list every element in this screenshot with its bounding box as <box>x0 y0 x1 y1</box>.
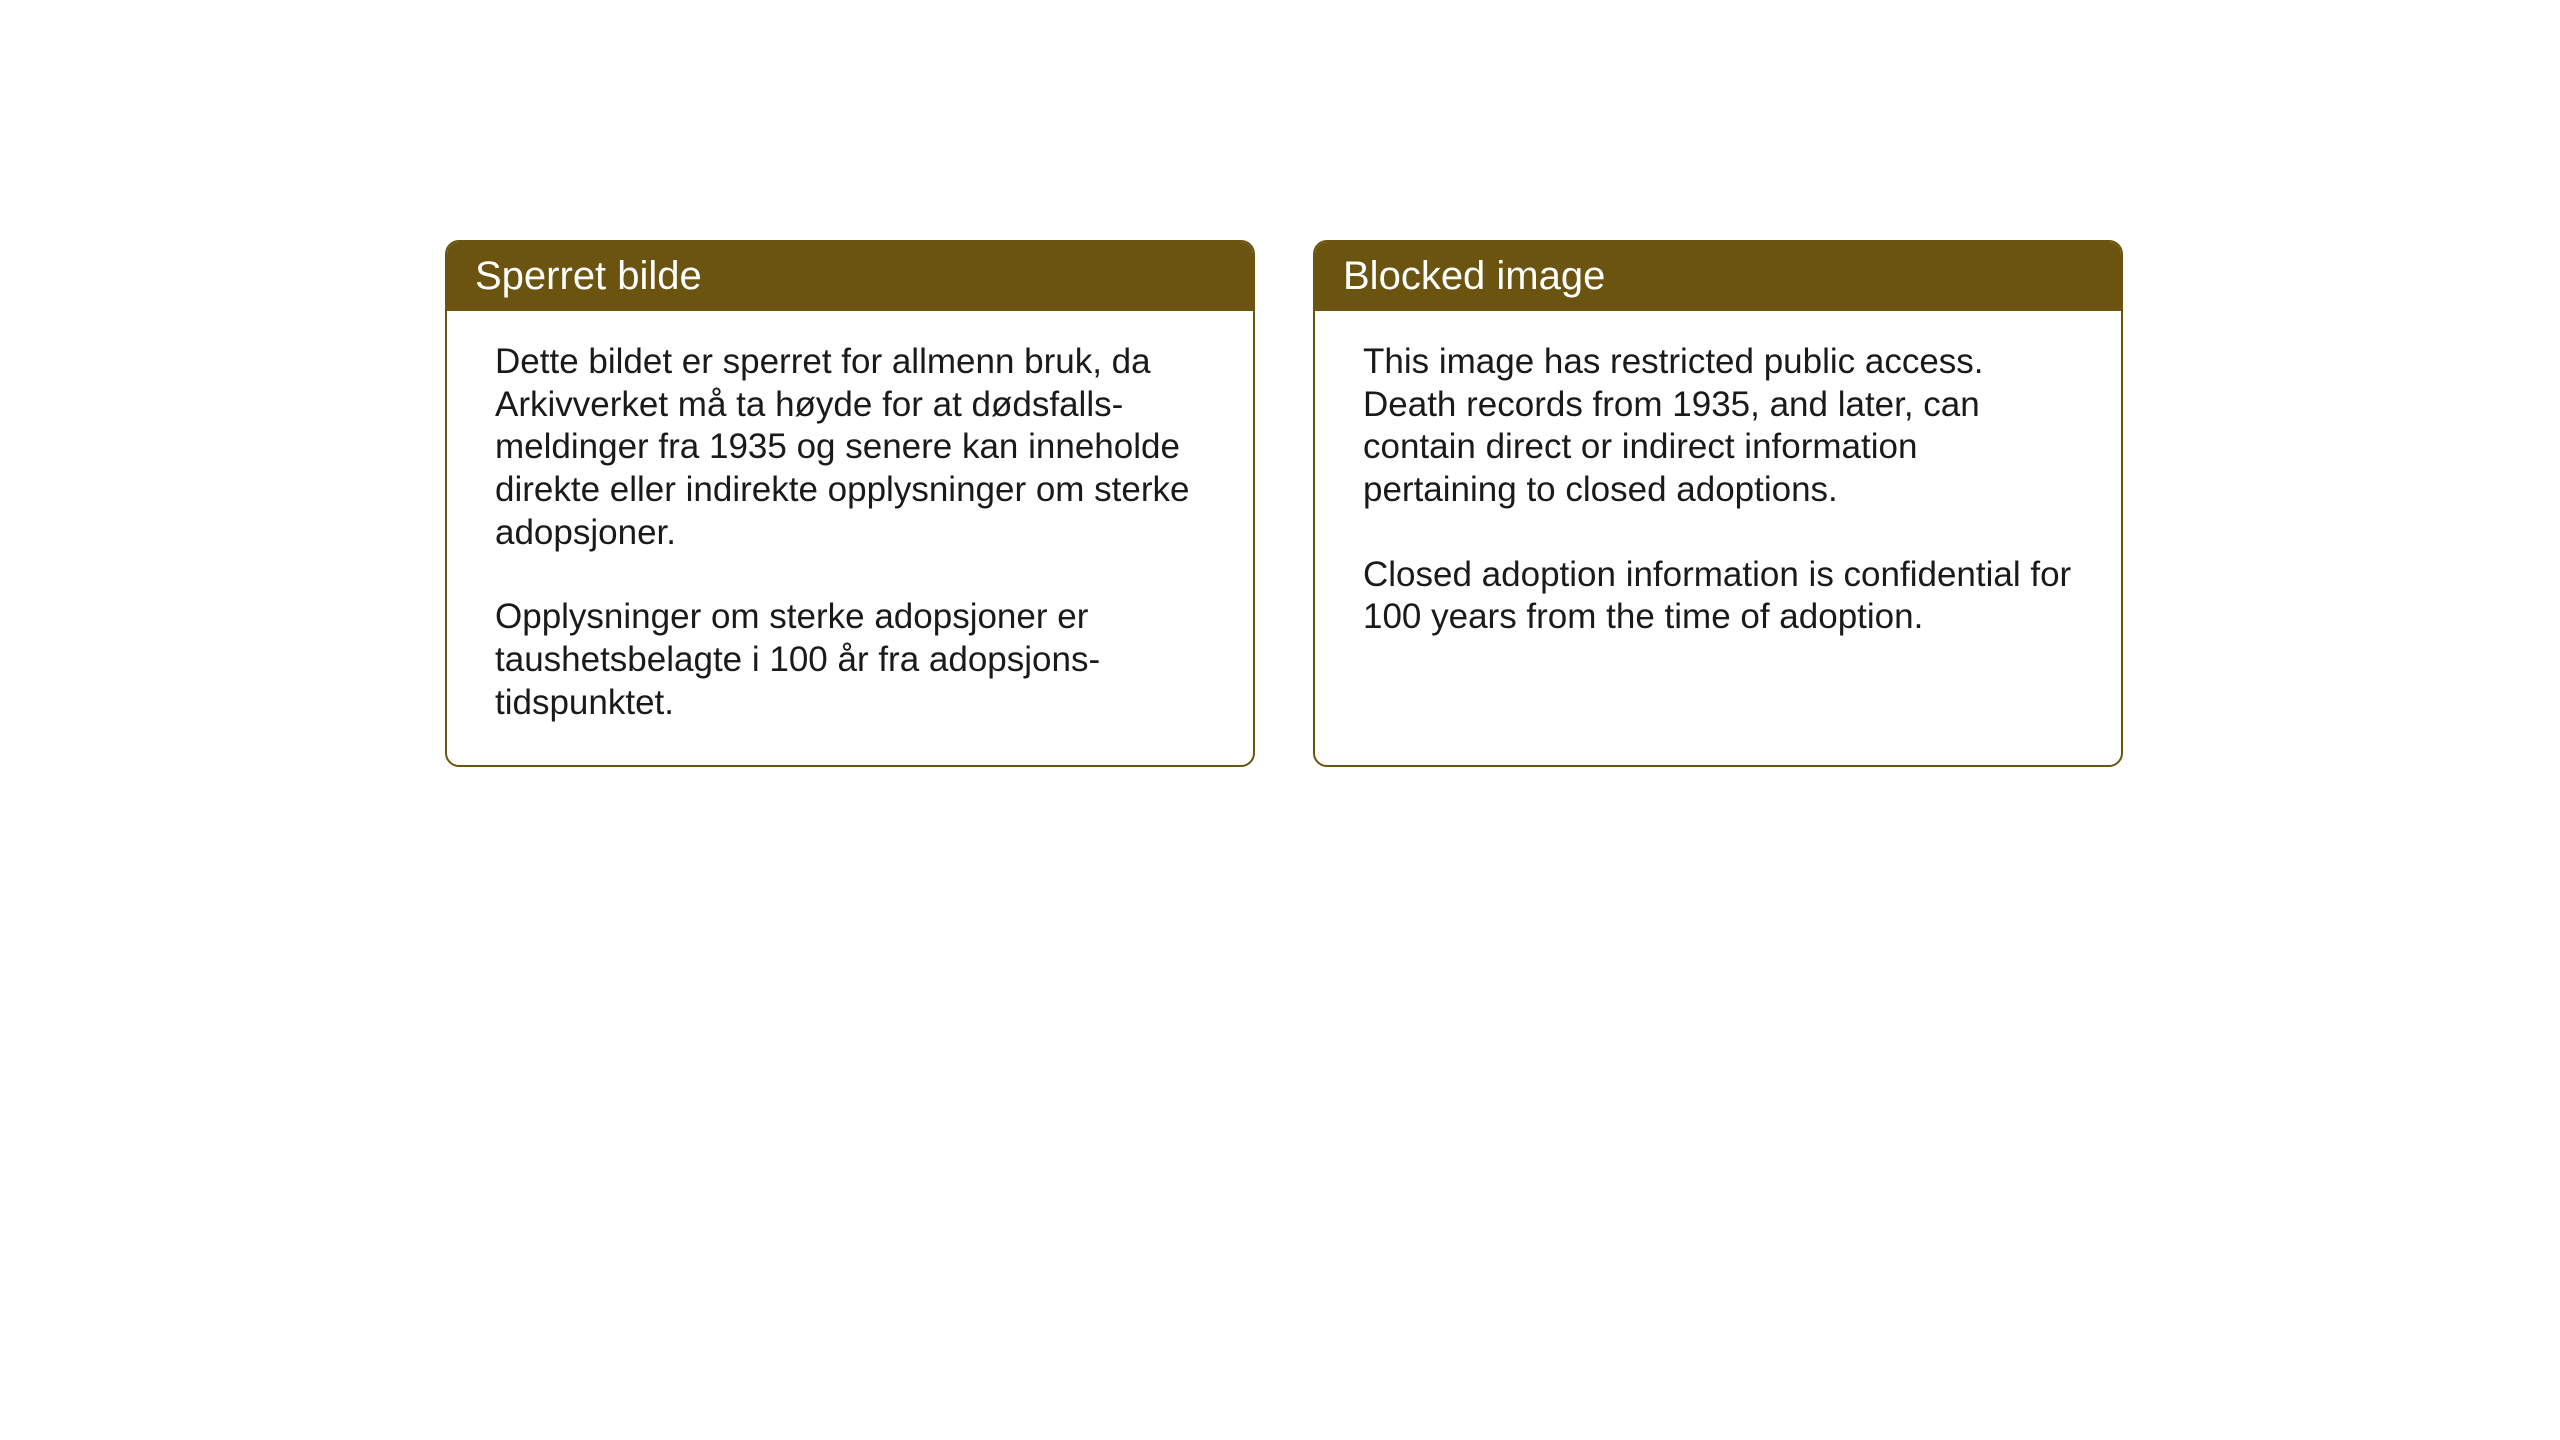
card-paragraph-2-english: Closed adoption information is confident… <box>1363 554 2073 639</box>
card-norwegian: Sperret bilde Dette bildet er sperret fo… <box>445 240 1255 767</box>
card-english: Blocked image This image has restricted … <box>1313 240 2123 767</box>
card-body-norwegian: Dette bildet er sperret for allmenn bruk… <box>447 311 1253 765</box>
card-body-english: This image has restricted public access.… <box>1315 311 2121 759</box>
card-paragraph-1-norwegian: Dette bildet er sperret for allmenn bruk… <box>495 341 1205 554</box>
card-header-norwegian: Sperret bilde <box>447 242 1253 311</box>
card-header-english: Blocked image <box>1315 242 2121 311</box>
card-paragraph-2-norwegian: Opplysninger om sterke adopsjoner er tau… <box>495 596 1205 724</box>
cards-container: Sperret bilde Dette bildet er sperret fo… <box>445 240 2123 767</box>
card-title-norwegian: Sperret bilde <box>475 254 702 298</box>
card-paragraph-1-english: This image has restricted public access.… <box>1363 341 2073 512</box>
card-title-english: Blocked image <box>1343 254 1605 298</box>
